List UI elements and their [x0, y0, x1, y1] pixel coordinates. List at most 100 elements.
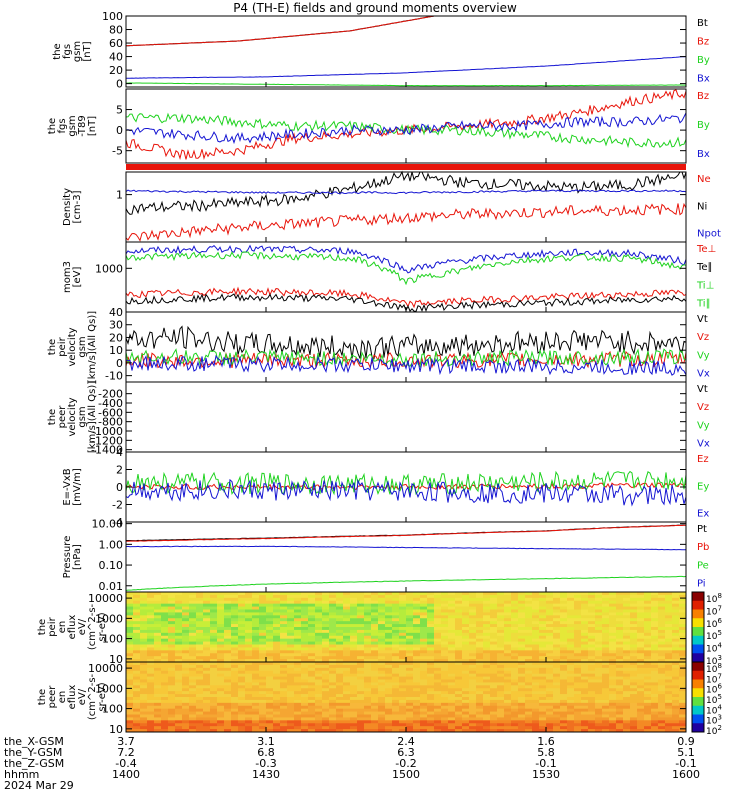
heatmap-cell: [203, 688, 211, 692]
heatmap-cell: [630, 594, 638, 599]
heatmap-cell: [308, 729, 316, 733]
heatmap-cell: [518, 621, 526, 625]
heatmap-cell: [252, 638, 260, 642]
heatmap-cell: [553, 679, 561, 683]
heatmap-cell: [448, 641, 456, 645]
heatmap-cell: [301, 705, 309, 710]
heatmap-cell: [525, 670, 533, 675]
heatmap-cell: [357, 708, 365, 712]
heatmap-cell: [168, 647, 176, 651]
heatmap-cell: [189, 679, 197, 683]
heatmap-cell: [378, 606, 386, 610]
heatmap-cell: [357, 624, 365, 628]
heatmap-cell: [588, 720, 596, 724]
heatmap-cell: [525, 632, 533, 637]
heatmap-cell: [238, 638, 246, 642]
heatmap-cell: [392, 726, 400, 730]
heatmap-cell: [259, 688, 267, 692]
heatmap-cell: [322, 691, 330, 695]
heatmap-cell: [210, 702, 218, 707]
heatmap-cell: [581, 632, 589, 637]
heatmap-cell: [420, 624, 428, 628]
heatmap-cell: [462, 638, 470, 642]
colorbar-frame: [691, 661, 705, 733]
heatmap-cell: [378, 592, 386, 596]
heatmap-cell: [462, 720, 470, 724]
heatmap-cell: [273, 641, 281, 645]
heatmap-cell: [651, 592, 659, 596]
heatmap-cell: [546, 638, 554, 642]
heatmap-cell: [217, 711, 225, 715]
heatmap-cell: [602, 717, 610, 721]
heatmap-cell: [567, 624, 575, 628]
heatmap-cell: [511, 659, 519, 663]
heatmap-cell: [294, 638, 302, 642]
heatmap-cell: [329, 679, 337, 683]
heatmap-cell: [399, 650, 407, 654]
heatmap-cell: [602, 615, 610, 619]
heatmap-cell: [189, 603, 197, 607]
heatmap-cell: [259, 705, 267, 710]
heatmap-cell: [189, 656, 197, 660]
heatmap-cell: [231, 644, 239, 648]
heatmap-cell: [406, 612, 414, 616]
legend-label-Npot: Npot: [697, 229, 721, 240]
heatmap-cell: [133, 659, 141, 663]
heatmap-cell: [196, 691, 204, 695]
heatmap-cell: [315, 670, 323, 675]
heatmap-cell: [455, 653, 463, 657]
heatmap-cell: [350, 723, 358, 727]
heatmap-cell: [511, 688, 519, 692]
heatmap-cell: [546, 717, 554, 721]
legend-label-Vx: Vx: [697, 369, 710, 380]
heatmap-cell: [329, 653, 337, 657]
heatmap-cell: [245, 691, 253, 695]
heatmap-cell: [175, 609, 183, 613]
heatmap-cell: [343, 603, 351, 607]
heatmap-cell: [203, 656, 211, 660]
heatmap-cell: [329, 667, 337, 672]
heatmap-cell: [637, 694, 645, 698]
heatmap-cell: [168, 670, 176, 675]
heatmap-cell: [133, 609, 141, 613]
heatmap-cell: [378, 667, 386, 672]
heatmap-cell: [448, 685, 456, 689]
heatmap-cell: [406, 711, 414, 715]
heatmap-cell: [623, 667, 631, 672]
ytick-label: 10000: [88, 662, 123, 675]
panel-frame: [125, 381, 687, 453]
heatmap-cell: [637, 592, 645, 596]
heatmap-cell: [315, 592, 323, 596]
heatmap-cell: [161, 629, 169, 634]
heatmap-cell: [336, 694, 344, 698]
heatmap-cell: [455, 618, 463, 622]
heatmap-cell: [490, 650, 498, 654]
heatmap-cell: [511, 664, 519, 669]
heatmap-cell: [406, 720, 414, 724]
heatmap-cell: [399, 629, 407, 634]
heatmap-cell: [252, 699, 260, 704]
heatmap-cell: [574, 603, 582, 607]
heatmap-cell: [581, 702, 589, 707]
heatmap-cell: [126, 720, 134, 724]
heatmap-cell: [168, 597, 176, 602]
heatmap-cell: [238, 641, 246, 645]
heatmap-cell: [182, 618, 190, 622]
heatmap-cell: [175, 679, 183, 683]
heatmap-cell: [294, 714, 302, 718]
heatmap-cell: [476, 702, 484, 707]
heatmap-cell: [336, 720, 344, 724]
heatmap-cell: [581, 688, 589, 692]
heatmap-cell: [616, 629, 624, 634]
heatmap-cell: [294, 664, 302, 669]
heatmap-cell: [560, 594, 568, 599]
heatmap-cell: [504, 664, 512, 669]
heatmap-cell: [385, 653, 393, 657]
heatmap-cell: [154, 694, 162, 698]
heatmap-cell: [315, 694, 323, 698]
heatmap-cell: [679, 670, 687, 675]
heatmap-cell: [630, 682, 638, 686]
heatmap-cell: [350, 673, 358, 677]
heatmap-cell: [490, 594, 498, 599]
heatmap-cell: [161, 638, 169, 642]
